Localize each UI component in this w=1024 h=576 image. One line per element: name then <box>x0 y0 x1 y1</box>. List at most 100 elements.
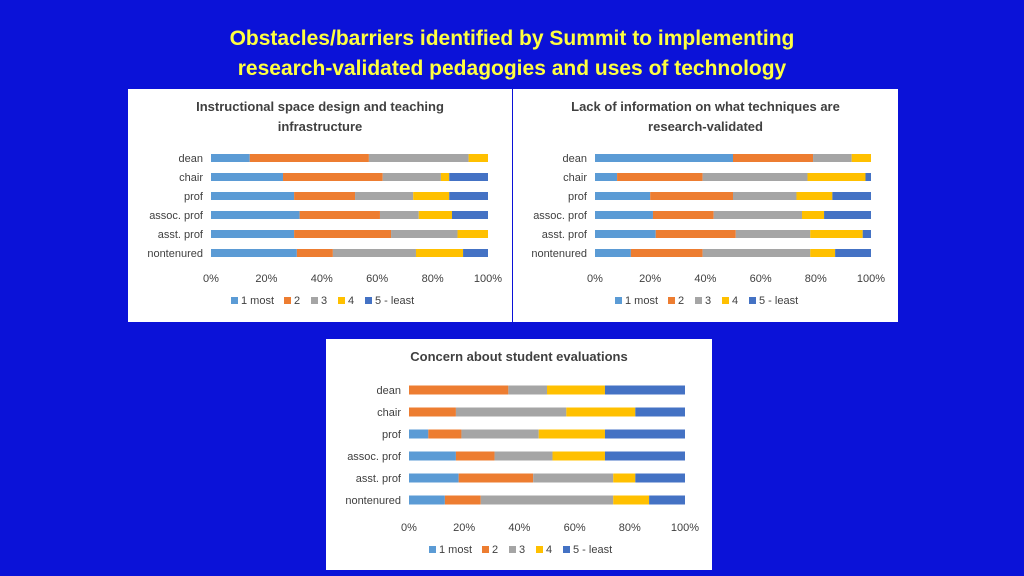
bar-segment <box>409 451 456 461</box>
bar-segment <box>508 385 547 395</box>
legend-swatch <box>563 546 570 553</box>
x-tick-label: 100% <box>671 522 699 534</box>
bar-segment <box>807 173 866 181</box>
category-label: assoc. prof <box>533 210 588 222</box>
slide-title: Obstacles/barriers identified by Summit … <box>0 24 1024 84</box>
category-label: asst. prof <box>542 229 588 241</box>
bar-segment <box>810 230 863 238</box>
legend-swatch <box>749 297 756 304</box>
bar-segment <box>455 407 567 417</box>
bar-segment <box>813 154 852 162</box>
bar-segment <box>552 451 605 461</box>
bar-segment <box>249 154 369 162</box>
bar-segment <box>595 154 733 162</box>
bar-segment <box>449 173 488 181</box>
bar-segment <box>368 154 469 162</box>
bar-segment <box>713 211 802 219</box>
bar-segment <box>655 230 736 238</box>
bar-segment <box>835 249 871 257</box>
bar-segment <box>379 211 419 219</box>
bar-segment <box>862 230 871 238</box>
bar-segment <box>211 249 297 257</box>
legend-label: 1 most <box>625 295 658 307</box>
bar-segment <box>457 230 488 238</box>
legend-label: 5 - least <box>375 295 414 307</box>
bar-segment <box>294 230 392 238</box>
category-label: chair <box>563 172 587 184</box>
legend-swatch <box>365 297 372 304</box>
bar-segment <box>455 451 495 461</box>
legend-label: 5 - least <box>573 544 612 556</box>
chart-title-line: Lack of information on what techniques a… <box>571 99 840 114</box>
bar-segment <box>796 192 833 200</box>
bar-segment <box>444 495 481 505</box>
bar-segment <box>635 473 685 483</box>
bar-segment <box>733 192 797 200</box>
category-label: chair <box>179 172 203 184</box>
bar-segment <box>733 154 814 162</box>
bar-segment <box>468 154 488 162</box>
x-tick-label: 60% <box>564 522 586 534</box>
category-label: asst. prof <box>356 473 402 485</box>
bar-segment <box>566 407 636 417</box>
bar-segment <box>211 192 295 200</box>
bar-segment <box>613 473 636 483</box>
x-tick-label: 0% <box>587 273 603 285</box>
chart-panel-student-evaluations: Concern about student evaluations dean cha… <box>326 339 712 570</box>
x-tick-label: 20% <box>255 273 277 285</box>
bar-segment <box>595 230 656 238</box>
bar-segment <box>630 249 703 257</box>
bar-segment <box>595 211 653 219</box>
bar-segment <box>413 192 450 200</box>
bar-segment <box>463 249 488 257</box>
bar-segment <box>391 230 458 238</box>
legend-label: 3 <box>705 295 711 307</box>
bar-segment <box>428 429 462 439</box>
slide-title-line-2: research-validated pedagogies and uses o… <box>237 57 787 80</box>
bar-segment <box>355 192 414 200</box>
bar-segment <box>299 211 380 219</box>
slide-title-line-1: Obstacles/barriers identified by Summit … <box>229 27 795 50</box>
legend-swatch <box>509 546 516 553</box>
bar-segment <box>458 473 534 483</box>
chart-title-line: research-validated <box>648 119 763 134</box>
category-label: assoc. prof <box>149 210 204 222</box>
bar-segment <box>409 429 429 439</box>
bar-segment <box>851 154 871 162</box>
legend-label: 3 <box>321 295 327 307</box>
x-tick-label: 40% <box>311 273 333 285</box>
bar-segment <box>595 249 631 257</box>
x-tick-label: 40% <box>508 522 530 534</box>
bar-segment <box>702 249 811 257</box>
legend-swatch <box>722 297 729 304</box>
bar-segment <box>533 473 614 483</box>
legend-label: 3 <box>519 544 525 556</box>
x-tick-label: 20% <box>639 273 661 285</box>
bar-segment <box>650 192 733 200</box>
bar-segment <box>617 173 703 181</box>
bar-segment <box>613 495 650 505</box>
bar-segment <box>294 192 356 200</box>
bar-segment <box>604 451 685 461</box>
chart-panel-instructional-space: Instructional space design and teaching i… <box>128 89 512 322</box>
bar-segment <box>538 429 605 439</box>
bar-segment <box>595 173 618 181</box>
x-tick-label: 80% <box>805 273 827 285</box>
category-label: nontenured <box>345 495 401 507</box>
category-label: nontenured <box>147 248 203 260</box>
bar-segment <box>702 173 808 181</box>
chart-title-line: Concern about student evaluations <box>410 349 627 364</box>
legend-swatch <box>311 297 318 304</box>
bar-segment <box>211 211 300 219</box>
bar-segment <box>595 192 651 200</box>
bar-segment <box>865 173 871 181</box>
chart-title-line: infrastructure <box>278 119 363 134</box>
bar-segment <box>409 473 459 483</box>
x-tick-label: 60% <box>750 273 772 285</box>
bar-segment <box>832 192 871 200</box>
legend-label: 2 <box>492 544 498 556</box>
bar-segment <box>449 192 488 200</box>
legend-label: 5 - least <box>759 295 798 307</box>
category-label: assoc. prof <box>347 451 402 463</box>
chart-title-line: Instructional space design and teaching <box>196 99 444 114</box>
